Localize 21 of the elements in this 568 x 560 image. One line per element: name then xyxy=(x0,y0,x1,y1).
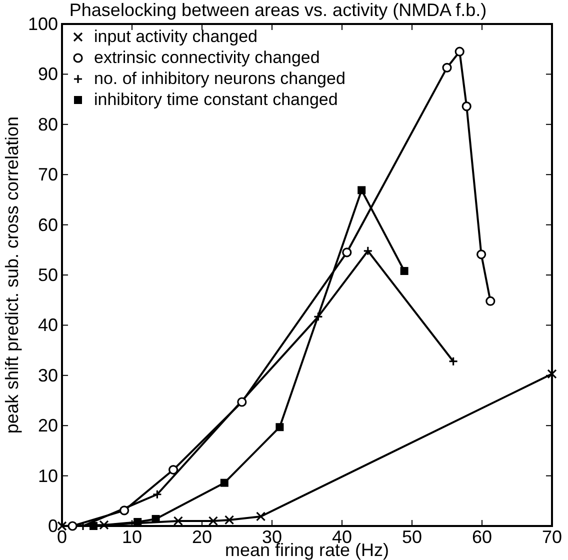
y-tick-label: 70 xyxy=(38,164,58,185)
y-tick-label: 80 xyxy=(38,114,58,134)
legend-label: extrinsic connectivity changed xyxy=(94,48,320,67)
legend-label: no. of inhibitory neurons changed xyxy=(94,69,346,88)
y-tick-label: 50 xyxy=(38,265,58,285)
y-tick-label: 60 xyxy=(38,214,58,235)
x-tick-label: 10 xyxy=(122,527,142,547)
chart-title: Phaselocking between areas vs. activity (NMDA f.b.) xyxy=(69,0,487,20)
y-tick-label: 30 xyxy=(38,365,58,386)
legend-label: inhibitory time constant changed xyxy=(94,90,338,109)
x-tick-label: 50 xyxy=(402,527,422,547)
y-tick-label: 40 xyxy=(38,315,58,336)
y-tick-label: 90 xyxy=(38,64,58,84)
x-tick-label: 60 xyxy=(472,527,492,547)
y-tick-label: 20 xyxy=(38,416,58,436)
legend-label: input activity changed xyxy=(94,27,258,46)
y-axis-title: peak shift predict. sub. cross correlation xyxy=(2,116,22,434)
y-tick-label: 10 xyxy=(38,466,58,486)
y-tick-label: 100 xyxy=(28,14,58,34)
x-tick-label: 70 xyxy=(542,527,562,547)
x-tick-label: 20 xyxy=(192,527,212,547)
